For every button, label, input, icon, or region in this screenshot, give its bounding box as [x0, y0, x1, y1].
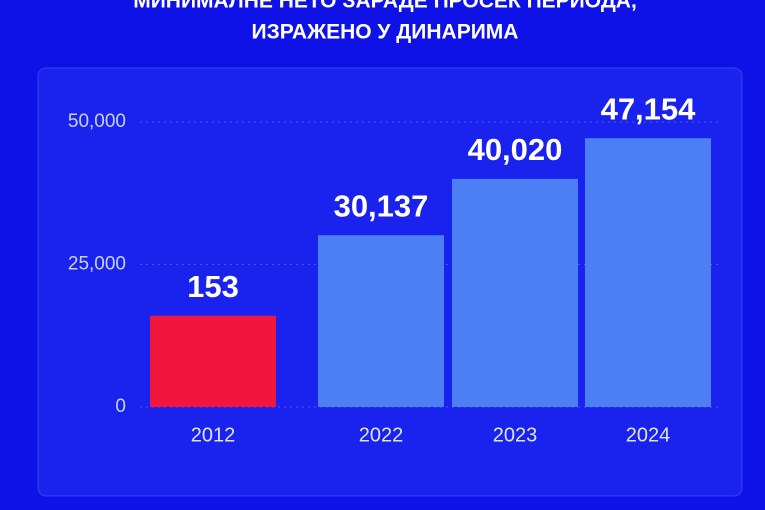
- y-tick-label: 25,000: [68, 254, 126, 275]
- x-tick-label: 2023: [493, 424, 538, 446]
- x-tick-label: 2012: [191, 424, 236, 446]
- value-label: 47,154: [601, 91, 697, 126]
- x-tick-label: 2024: [626, 424, 671, 446]
- value-label: 30,137: [334, 188, 429, 223]
- annotation: 153: [187, 269, 239, 304]
- chart-subtitle: ИЗРАЖЕНО У ДИНАРИМА: [252, 21, 519, 44]
- bar: [318, 235, 444, 407]
- chart-title: МИНИМАЛНЕ НЕТО ЗАРАДЕ ПРОСЕК ПЕРИОДА,: [133, 0, 637, 13]
- bar: [452, 178, 578, 407]
- bar: [585, 138, 711, 407]
- y-tick-label: 0: [115, 396, 126, 417]
- bar: [150, 315, 276, 407]
- x-tick-label: 2022: [359, 424, 404, 446]
- y-tick-label: 50,000: [68, 111, 126, 132]
- value-label: 40,020: [468, 132, 563, 167]
